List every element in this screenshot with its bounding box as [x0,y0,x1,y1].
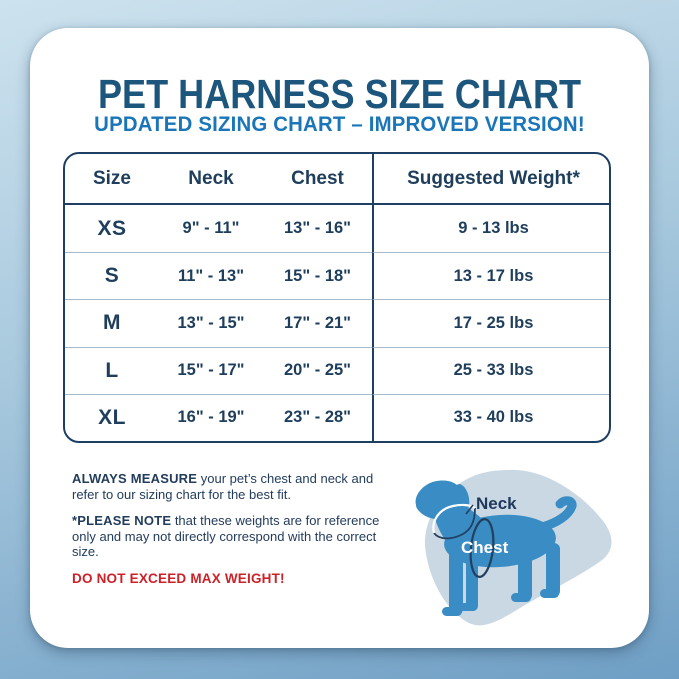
cell-neck-s: 11" - 13" [159,252,263,299]
reference-note: *PLEASE NOTE that these weights are for … [72,513,390,560]
reference-note-bold: *PLEASE NOTE [72,513,172,528]
cell-chest-xs: 13" - 16" [283,219,351,238]
cell-weight-xs: 9 - 13 lbs [372,205,609,253]
page-subtitle: UPDATED SIZING CHART – IMPROVED VERSION! [94,113,585,136]
cell-size-xs: XS [97,216,127,240]
neck-ring [432,503,476,540]
dog-silhouette [415,480,577,616]
cell-chest-l: 20" - 25" [263,346,372,394]
cell-weight-m: 17 - 25 lbs [372,299,609,347]
cell-size-xl: XL [65,393,159,441]
chest-label: Chest [461,538,509,557]
measure-note: ALWAYS MEASURE your pet’s chest and neck… [72,471,390,502]
header-chest: Chest [263,154,372,205]
header-suggested-weight: Suggested Weight* [372,154,609,205]
neck-label: Neck [476,494,517,513]
dog-measurement-diagram: Neck Chest [415,469,612,626]
size-chart-table: Size Neck Chest Suggested Weight* XS 9" -… [63,152,611,443]
cell-neck-m: 13" - 15" [159,299,263,346]
header-neck: Neck [159,154,263,205]
cell-neck-xl: 16" - 19" [159,393,263,441]
cell-size-m: M [65,299,159,346]
reference-note-text: that these weights are for reference onl… [72,513,380,559]
notes-block: ALWAYS MEASURE your pet’s chest and neck… [72,471,390,597]
cell-size-s: S [65,252,159,299]
neck-pointer-line [465,504,474,515]
measure-note-bold: ALWAYS MEASURE [72,471,198,486]
cell-weight-s: 13 - 17 lbs [372,252,609,300]
header-size: Size [65,154,159,205]
cell-chest-s: 15" - 18" [263,252,372,299]
cell-weight-l: 25 - 33 lbs [372,346,609,394]
chest-ring [469,518,495,578]
cell-neck-l: 15" - 17" [159,346,263,394]
cell-size-l: L [65,346,159,394]
cell-chest-xl: 23" - 28" [263,393,372,441]
cell-neck-xs: 9" - 11" [182,219,240,238]
page-title: PET HARNESS SIZE CHART [97,71,582,117]
measure-note-text: your pet’s chest and neck and refer to o… [72,471,374,502]
cell-chest-m: 17" - 21" [263,299,372,346]
max-weight-warning: DO NOT EXCEED MAX WEIGHT! [72,570,285,586]
cell-weight-xl: 33 - 40 lbs [372,393,609,441]
